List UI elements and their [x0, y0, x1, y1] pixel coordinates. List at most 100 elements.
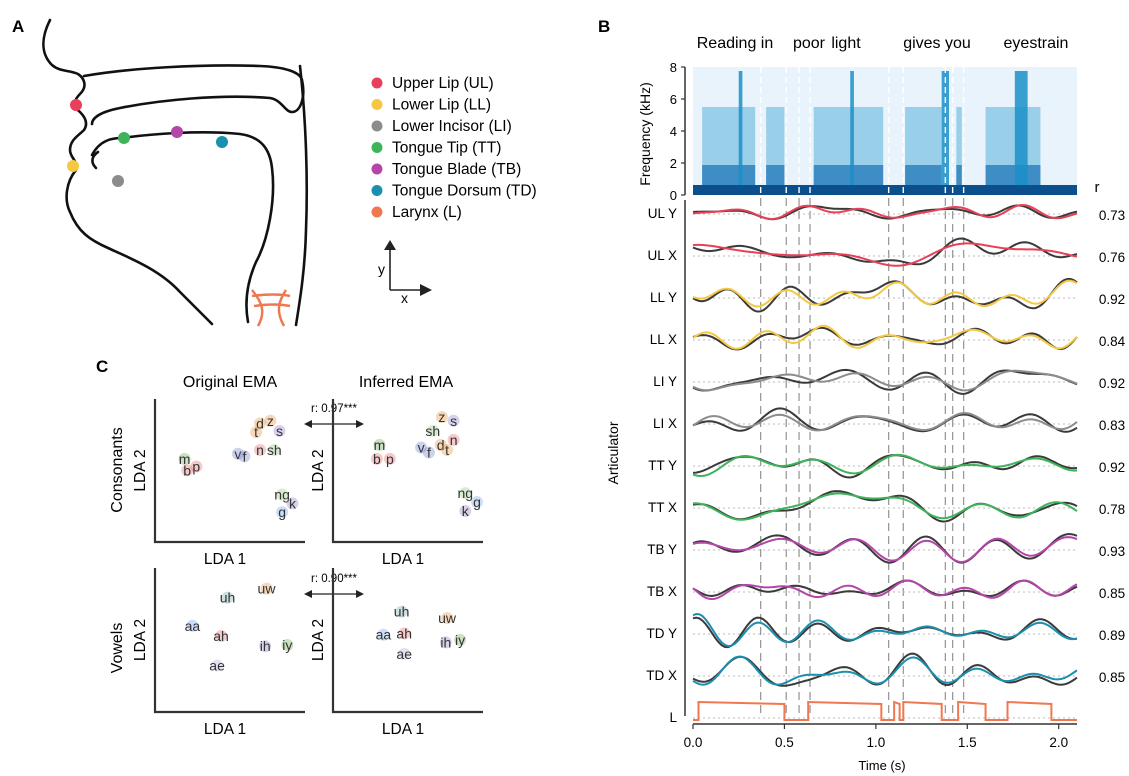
vocal-tract-outline: [42, 18, 309, 327]
lda-point-blob: [373, 438, 386, 451]
sensor-ul: [70, 99, 82, 111]
legend-swatch: [371, 185, 383, 196]
panel-a: A: [12, 17, 537, 327]
lda-point-blob: [273, 424, 286, 437]
legend-swatch: [371, 163, 383, 175]
legend-label: Tongue Blade (TB): [392, 161, 521, 178]
lda-axes: [153, 399, 305, 544]
spectrogram-formant: [702, 165, 756, 185]
trace-row: TD X 0.85: [646, 652, 1125, 687]
trace-line-larynx: [693, 700, 1077, 721]
lda-point-blob: [281, 638, 294, 651]
legend-swatch: [371, 142, 383, 153]
trace-label: TT Y: [648, 458, 677, 473]
time-tick-label: 1.0: [866, 735, 885, 750]
trace-line-inferred: [692, 324, 1078, 350]
trace-line-inferred: [692, 203, 1078, 220]
spectrogram-formant: [956, 165, 962, 185]
lda-point-label: m: [374, 437, 386, 453]
lda-point-blob: [395, 605, 408, 618]
articulator-legend: Upper Lip (UL) Lower Lip (LL) Lower Inciso…: [371, 75, 537, 221]
lda-point-label: ah: [396, 625, 412, 641]
spectrogram-ytick-label: 6: [670, 92, 677, 107]
lda-row-title-vowels: Vowels: [109, 623, 126, 674]
panel-c-label: C: [96, 357, 108, 376]
lda-point-label: v: [234, 446, 241, 462]
lda-point-blob: [435, 410, 448, 423]
r-header: r: [1095, 179, 1100, 196]
trace-line-actual: [692, 579, 1078, 598]
trace-label: TT X: [648, 500, 677, 515]
spectrogram-ytick-label: 8: [670, 60, 677, 75]
legend-label: Upper Lip (UL): [392, 75, 494, 92]
legend-label: Larynx (L): [392, 204, 462, 221]
lda-point-blob: [439, 636, 452, 649]
trace-r-value: 0.93: [1099, 544, 1125, 559]
sensor-td: [216, 136, 228, 148]
spectrogram-formant: [766, 165, 785, 185]
lda-point-label: z: [267, 413, 274, 429]
lda-point-label: aa: [185, 618, 201, 634]
lda-point-label: b: [183, 462, 191, 478]
spectrogram-lowband: [693, 185, 1077, 195]
lda-point-blob: [264, 414, 277, 427]
lda-ylabel: LDA 2: [132, 619, 149, 661]
lda-point-label: aa: [376, 627, 392, 643]
trace-r-value: 0.85: [1099, 670, 1125, 685]
lda-point-blob: [259, 640, 272, 653]
time-tick-label: 2.0: [1049, 735, 1068, 750]
trace-r-value: 0.78: [1099, 502, 1125, 517]
time-tick-label: 0.0: [684, 735, 703, 750]
lda-point-blob: [441, 612, 454, 625]
trace-row: TT Y 0.92: [648, 453, 1125, 479]
spectrogram: [693, 67, 1077, 195]
spectrogram-ytick-label: 0: [670, 188, 677, 203]
trace-row: TB Y 0.93: [647, 533, 1125, 564]
trace-row: TT X 0.78: [648, 490, 1125, 523]
spectrogram-formant: [985, 165, 1041, 185]
corr-consonants: r: 0.97***: [311, 403, 358, 415]
lda-point-label: f: [242, 448, 246, 464]
trace-row: UL X 0.76: [647, 237, 1125, 267]
trace-label: TB X: [647, 584, 677, 599]
lda-point-label: t: [445, 442, 449, 458]
trace-label: LI X: [653, 416, 677, 431]
lda-point-label: t: [254, 424, 258, 440]
trace-line-inferred: [692, 655, 1078, 686]
time-tick-label: 1.5: [958, 735, 977, 750]
axes-glyph-y: y: [378, 261, 385, 277]
lda-point-blob: [459, 487, 472, 500]
lda-point-blob: [447, 414, 460, 427]
lda-point-label: ah: [213, 628, 229, 644]
lda-point-blob: [250, 426, 263, 439]
lda-axes: [153, 568, 305, 714]
sensor-tt: [118, 132, 130, 144]
lda-point-label: ng: [274, 486, 290, 502]
spectrogram-ytick-label: 4: [670, 124, 677, 139]
lda-point-label: g: [278, 504, 286, 520]
lda-point-blob: [190, 460, 203, 473]
trace-row: LL Y 0.92: [650, 278, 1125, 313]
lda-point-blob: [398, 647, 411, 660]
spectrogram-ytick-label: 2: [670, 156, 677, 171]
spectrogram-formant: [813, 165, 884, 185]
trace-label: UL Y: [648, 206, 677, 221]
lda-point-blob: [186, 619, 199, 632]
sentence-word: poor: [793, 35, 826, 52]
trace-r-value: 0.83: [1099, 418, 1125, 433]
trace-line-inferred: [692, 492, 1078, 521]
panel-a-label: A: [12, 17, 24, 36]
legend-swatch: [371, 77, 383, 89]
legend-swatch: [371, 206, 383, 218]
lda-point-blob: [276, 506, 289, 519]
legend-label: Lower Incisor (LI): [392, 118, 512, 135]
articulator-traces: UL Y 0.73 UL X 0.76 LL Y 0.92 LL X 0.84 LI Y 0.92…: [646, 198, 1126, 725]
sentence-word: eyestrain: [1004, 35, 1069, 52]
lda-point-label: uw: [258, 581, 277, 597]
trace-line-inferred: [692, 579, 1078, 601]
lda-xlabel: LDA 1: [204, 551, 246, 568]
lda-point-blob: [231, 447, 244, 460]
trace-line-inferred: [692, 612, 1078, 648]
trace-label: TD Y: [646, 626, 677, 641]
